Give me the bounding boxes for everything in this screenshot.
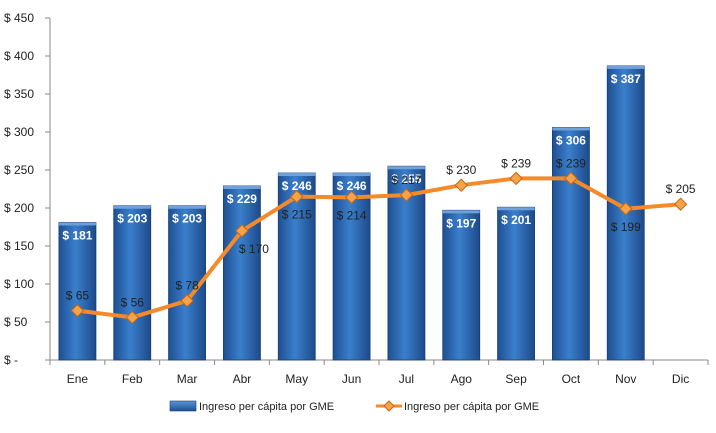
line-data-label: $ 215	[282, 208, 312, 222]
bar-top-highlight	[278, 173, 316, 177]
x-tick-label: Ago	[451, 372, 473, 386]
bar-top-highlight	[113, 205, 151, 209]
line-point	[509, 171, 523, 186]
bar-top-highlight	[168, 205, 206, 209]
y-tick-label: $ 100	[4, 277, 34, 291]
line-data-label: $ 56	[121, 295, 145, 309]
legend-bar-label: Ingreso per cápita por GME	[199, 401, 334, 413]
bar	[332, 172, 371, 361]
bar	[223, 185, 261, 361]
bar-data-label: $ 229	[227, 192, 257, 206]
line-point	[125, 310, 139, 325]
y-tick-label: $ 250	[4, 163, 34, 177]
line-data-label: $ 239	[501, 156, 531, 170]
bar-data-label: $ 203	[117, 212, 147, 226]
bar-top-highlight	[333, 173, 371, 177]
bar-top-highlight	[442, 210, 480, 214]
line-point	[235, 224, 249, 238]
data-labels: $ 181 $ 203 $ 203 $ 229 $ 246 $ 246 $ 255 $ 197…	[62, 72, 696, 310]
line-point	[619, 202, 633, 216]
line-point	[454, 178, 468, 192]
x-tick-label: Jul	[399, 372, 414, 386]
line-data-label: $ 205	[666, 182, 696, 196]
bar-data-label: $ 306	[556, 133, 586, 147]
bar-data-label: $ 197	[446, 216, 476, 230]
legend-line-label: Ingreso per cápita por GME	[404, 401, 539, 413]
line-point	[673, 197, 688, 211]
line-data-label: $ 78	[175, 279, 199, 293]
x-tick-label: Abr	[233, 372, 252, 386]
x-tick-label: Nov	[615, 372, 636, 386]
x-tick-label: Dic	[672, 372, 689, 386]
bar-data-label: $ 246	[282, 179, 312, 193]
y-tick-label: $ 150	[4, 239, 34, 253]
x-tick-label: May	[285, 372, 308, 386]
bar-top-highlight	[387, 166, 425, 170]
y-tick-label: $ 200	[4, 201, 34, 215]
line-point	[344, 190, 359, 205]
line-path	[77, 176, 681, 320]
bar-top-highlight	[607, 65, 645, 69]
bar-top-highlight	[552, 127, 590, 131]
bar	[113, 205, 152, 361]
y-tick-label: $ 350	[4, 87, 34, 101]
bar-series	[58, 65, 645, 361]
bar	[58, 222, 97, 361]
x-tick-label: Oct	[562, 372, 581, 386]
line-point	[399, 188, 414, 202]
y-tick-label: $ 50	[4, 315, 28, 329]
x-tick-label: Feb	[122, 372, 143, 386]
bar	[442, 209, 481, 361]
line-point	[564, 171, 578, 186]
bar	[168, 205, 206, 361]
line-point	[180, 294, 194, 308]
bar-top-highlight	[223, 185, 261, 189]
line-data-label: $ 170	[239, 242, 269, 256]
line-data-label: $ 230	[446, 163, 476, 177]
legend-line-marker	[383, 400, 395, 412]
y-tick-label: $ -	[4, 353, 18, 367]
line-point	[70, 303, 85, 318]
line-data-label: $ 217	[391, 173, 421, 187]
x-tick-label: Jun	[342, 372, 361, 386]
bar	[497, 206, 535, 361]
line-data-label: $ 199	[611, 220, 641, 234]
line-point	[290, 189, 304, 204]
y-tick-label: $ 300	[4, 125, 34, 139]
legend-bar-swatch	[169, 400, 197, 412]
bar-data-label: $ 246	[337, 179, 367, 193]
bar-top-highlight	[58, 222, 96, 226]
y-tick-label: $ 450	[4, 11, 34, 25]
x-tick-label: Sep	[505, 372, 527, 386]
line-series	[70, 171, 688, 325]
axes: $ - $ 50 $ 100 $ 150 $ 200 $ 250 $ 300 $ 350 $ 4…	[4, 11, 709, 386]
x-tick-label: Mar	[177, 372, 198, 386]
bar-top-highlight	[497, 207, 535, 211]
bar-data-label: $ 387	[611, 72, 641, 86]
bar-data-label: $ 255	[391, 172, 421, 186]
bar-data-label: $ 203	[172, 212, 202, 226]
bar	[552, 127, 590, 361]
bar-data-label: $ 201	[501, 213, 531, 227]
line-data-label: $ 214	[337, 208, 367, 222]
line-data-label: $ 65	[66, 289, 90, 303]
y-tick-label: $ 400	[4, 49, 34, 63]
bar-data-label: $ 181	[62, 228, 92, 242]
line-data-label: $ 239	[556, 156, 586, 170]
legend: Ingreso per cápita por GME Ingreso per cá…	[169, 400, 539, 413]
x-tick-label: Ene	[67, 372, 89, 386]
